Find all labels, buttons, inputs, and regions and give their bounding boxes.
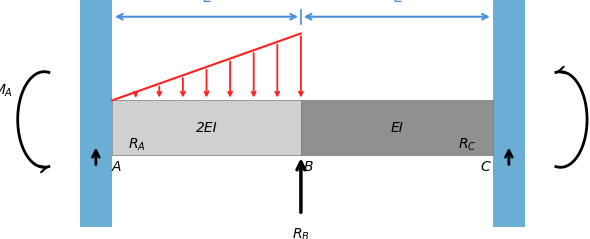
Text: L: L <box>202 0 211 5</box>
Text: $R_C$: $R_C$ <box>458 137 476 153</box>
Bar <box>80 0 112 227</box>
Text: A: A <box>112 160 122 174</box>
Bar <box>112 100 301 155</box>
Text: B: B <box>304 160 313 174</box>
Bar <box>493 0 525 227</box>
Text: $R_B$: $R_B$ <box>292 227 310 239</box>
Text: $R_A$: $R_A$ <box>128 137 146 153</box>
Text: EI: EI <box>391 121 403 135</box>
Text: 2EI: 2EI <box>196 121 217 135</box>
Text: L: L <box>392 0 401 5</box>
Text: C: C <box>480 160 490 174</box>
Text: $M_A$: $M_A$ <box>0 83 13 99</box>
Bar <box>301 100 493 155</box>
